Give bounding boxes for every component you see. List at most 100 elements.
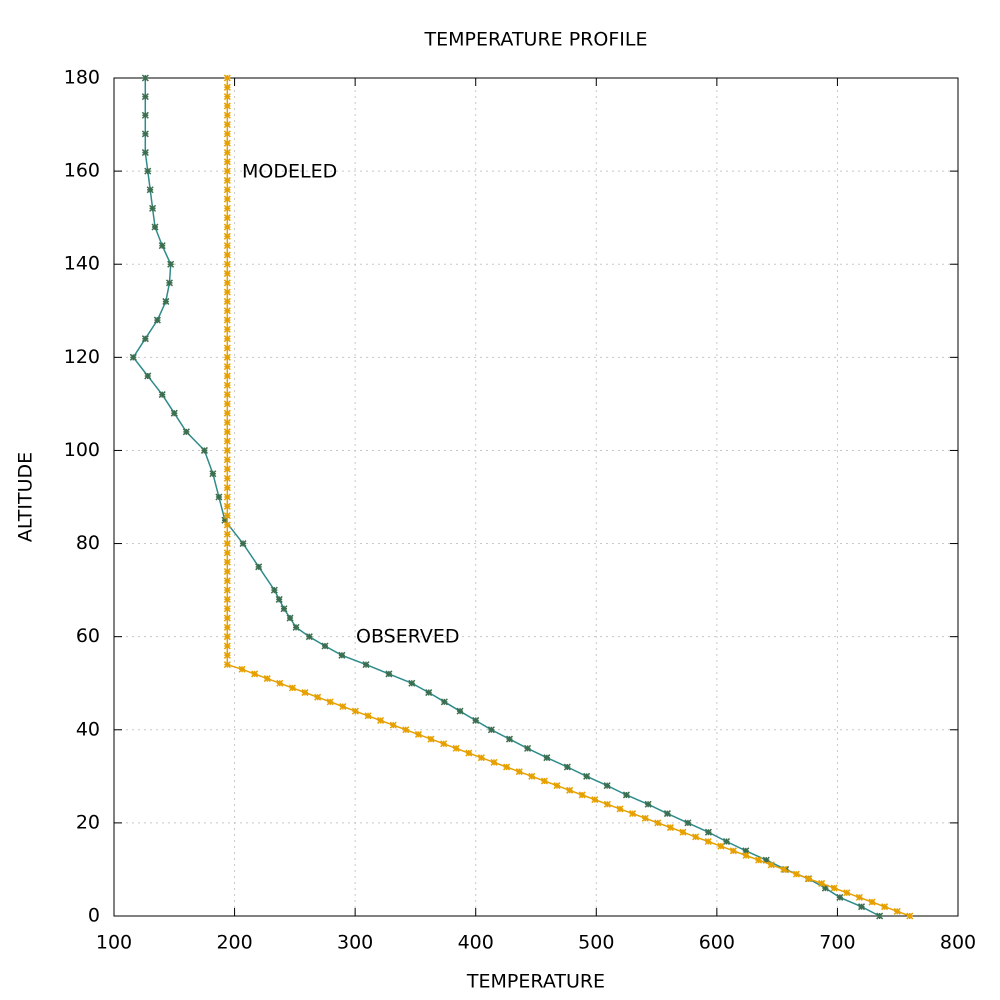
- data-point: [223, 186, 231, 194]
- data-point: [223, 512, 231, 520]
- data-point: [515, 768, 523, 776]
- data-point: [223, 530, 231, 538]
- data-point: [286, 614, 294, 622]
- data-point: [182, 428, 190, 436]
- data-point: [456, 707, 464, 715]
- data-point: [238, 665, 246, 673]
- y-tick-label: 140: [64, 253, 100, 275]
- data-point: [487, 726, 495, 734]
- data-point: [263, 675, 271, 683]
- data-point: [836, 893, 844, 901]
- data-point: [503, 763, 511, 771]
- data-point: [223, 493, 231, 501]
- y-tick-label: 20: [76, 811, 100, 833]
- data-point: [144, 372, 152, 380]
- data-point: [223, 456, 231, 464]
- data-point: [351, 707, 359, 715]
- data-point: [209, 470, 217, 478]
- data-point: [223, 204, 231, 212]
- y-tick-label: 160: [64, 160, 100, 182]
- data-point: [805, 875, 813, 883]
- data-point: [223, 353, 231, 361]
- data-point: [223, 428, 231, 436]
- x-tick-label: 600: [699, 932, 735, 954]
- data-point: [540, 777, 548, 785]
- data-point: [553, 782, 561, 790]
- data-point: [223, 167, 231, 175]
- data-point: [223, 577, 231, 585]
- data-point: [223, 474, 231, 482]
- y-tick-label: 60: [76, 625, 100, 647]
- data-point: [223, 661, 231, 669]
- data-point: [524, 744, 532, 752]
- data-point: [717, 842, 725, 850]
- data-point: [223, 223, 231, 231]
- data-point: [792, 870, 800, 878]
- data-point: [288, 684, 296, 692]
- data-point: [402, 726, 410, 734]
- data-point: [223, 279, 231, 287]
- data-point: [762, 856, 770, 864]
- data-point: [149, 204, 157, 212]
- data-point: [223, 595, 231, 603]
- data-point: [641, 814, 649, 822]
- data-point: [141, 335, 149, 343]
- data-point: [221, 516, 229, 524]
- data-point: [465, 749, 473, 757]
- data-point: [276, 679, 284, 687]
- data-point: [767, 861, 775, 869]
- data-point: [868, 898, 876, 906]
- data-point: [629, 810, 637, 818]
- data-point: [158, 391, 166, 399]
- data-point: [893, 907, 901, 915]
- data-point: [223, 381, 231, 389]
- data-point: [223, 83, 231, 91]
- y-tick-label: 40: [76, 718, 100, 740]
- y-axis-label: ALTITUDE: [15, 452, 37, 542]
- data-point: [200, 446, 208, 454]
- data-point: [616, 805, 624, 813]
- data-point: [223, 316, 231, 324]
- data-point: [223, 242, 231, 250]
- data-point: [129, 353, 137, 361]
- data-point: [622, 791, 630, 799]
- data-point: [223, 102, 231, 110]
- data-point: [223, 214, 231, 222]
- data-point: [223, 74, 231, 82]
- data-point: [223, 93, 231, 101]
- data-point: [338, 651, 346, 659]
- data-point: [223, 325, 231, 333]
- data-point: [223, 465, 231, 473]
- y-tick-label: 80: [76, 532, 100, 554]
- data-point: [408, 679, 416, 687]
- data-point: [223, 446, 231, 454]
- data-point: [663, 810, 671, 818]
- data-point: [223, 502, 231, 510]
- data-point: [275, 595, 283, 603]
- data-point: [223, 363, 231, 371]
- data-point: [855, 893, 863, 901]
- data-point: [377, 716, 385, 724]
- x-tick-label: 100: [96, 932, 132, 954]
- data-point: [141, 74, 149, 82]
- data-point: [165, 279, 173, 287]
- data-point: [305, 633, 313, 641]
- data-point: [215, 493, 223, 501]
- data-point: [339, 702, 347, 711]
- data-point: [427, 735, 435, 743]
- data-point: [223, 558, 231, 566]
- data-point: [742, 851, 750, 860]
- data-point: [223, 567, 231, 576]
- data-point: [301, 689, 309, 697]
- data-point: [223, 484, 231, 492]
- data-point: [223, 260, 231, 268]
- data-point: [141, 111, 149, 119]
- data-point: [881, 903, 889, 911]
- data-point: [644, 800, 652, 808]
- data-point: [906, 912, 914, 920]
- data-point: [223, 418, 231, 427]
- data-point: [223, 148, 231, 157]
- data-point: [223, 614, 231, 622]
- data-point: [270, 586, 278, 594]
